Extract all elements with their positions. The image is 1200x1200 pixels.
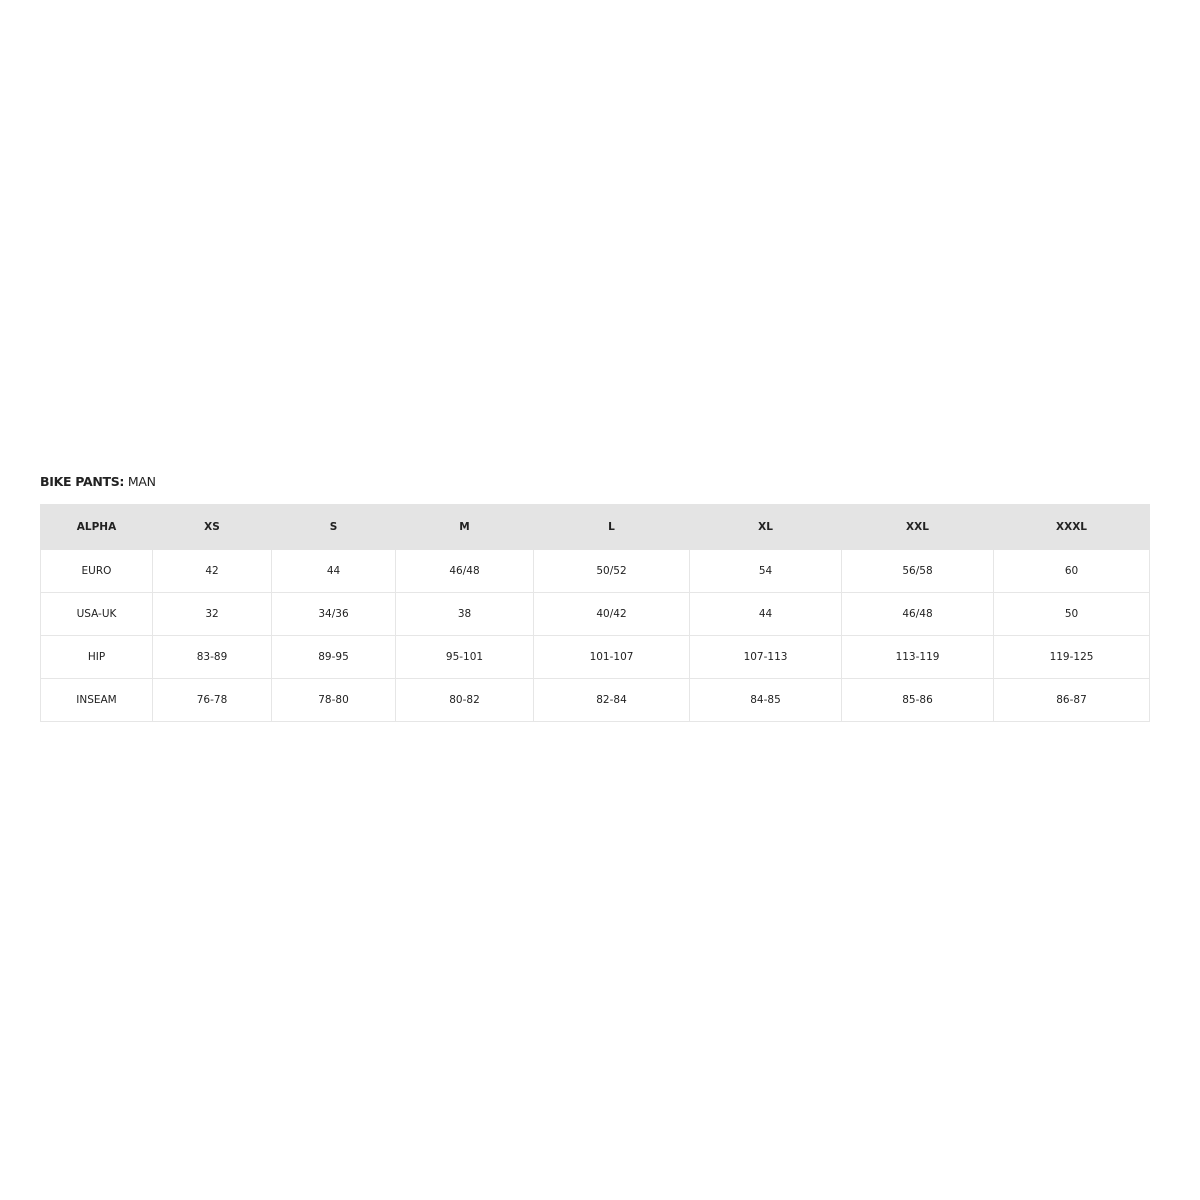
table-cell: 86-87 — [993, 678, 1150, 722]
table-cell: 82-84 — [533, 678, 690, 722]
table-cell: 42 — [152, 549, 272, 593]
column-header: XL — [689, 504, 842, 550]
table-cell: 80-82 — [395, 678, 534, 722]
table-cell: 56/58 — [841, 549, 994, 593]
table-cell: 107-113 — [689, 635, 842, 679]
table-row: USA-UK 32 34/36 38 40/42 44 46/48 50 — [40, 592, 1150, 636]
table-row: HIP 83-89 89-95 95-101 101-107 107-113 113-119… — [40, 635, 1150, 679]
column-header: ALPHA — [40, 504, 153, 550]
table-cell: 95-101 — [395, 635, 534, 679]
table-cell: 50 — [993, 592, 1150, 636]
table-cell: 46/48 — [841, 592, 994, 636]
table-cell: 54 — [689, 549, 842, 593]
table-row: INSEAM 76-78 78-80 80-82 82-84 84-85 85-86 86-8… — [40, 678, 1150, 722]
table-cell: 46/48 — [395, 549, 534, 593]
table-cell: 44 — [271, 549, 396, 593]
chart-title: BIKE PANTS: MAN — [40, 474, 156, 489]
table-cell: 76-78 — [152, 678, 272, 722]
table-cell: 101-107 — [533, 635, 690, 679]
size-table: ALPHA XS S M L XL XXL XXXL EURO 42 44 46/48 50/52 54… — [40, 504, 1150, 722]
table-cell: 50/52 — [533, 549, 690, 593]
table-row: EURO 42 44 46/48 50/52 54 56/58 60 — [40, 549, 1150, 593]
table-cell: 34/36 — [271, 592, 396, 636]
table-cell: 83-89 — [152, 635, 272, 679]
table-cell: 40/42 — [533, 592, 690, 636]
table-cell: 38 — [395, 592, 534, 636]
row-label: HIP — [40, 635, 153, 679]
table-cell: 78-80 — [271, 678, 396, 722]
table-cell: 89-95 — [271, 635, 396, 679]
table-cell: 32 — [152, 592, 272, 636]
table-cell: 119-125 — [993, 635, 1150, 679]
column-header: L — [533, 504, 690, 550]
column-header: XS — [152, 504, 272, 550]
table-cell: 113-119 — [841, 635, 994, 679]
column-header: XXXL — [993, 504, 1150, 550]
table-cell: 60 — [993, 549, 1150, 593]
row-label: INSEAM — [40, 678, 153, 722]
column-header: M — [395, 504, 534, 550]
title-rest: MAN — [127, 474, 156, 489]
row-label: USA-UK — [40, 592, 153, 636]
table-cell: 44 — [689, 592, 842, 636]
header-row: ALPHA XS S M L XL XXL XXXL — [40, 504, 1150, 550]
row-label: EURO — [40, 549, 153, 593]
table-cell: 85-86 — [841, 678, 994, 722]
title-bold: BIKE PANTS: — [40, 474, 125, 489]
column-header: S — [271, 504, 396, 550]
table-cell: 84-85 — [689, 678, 842, 722]
column-header: XXL — [841, 504, 994, 550]
